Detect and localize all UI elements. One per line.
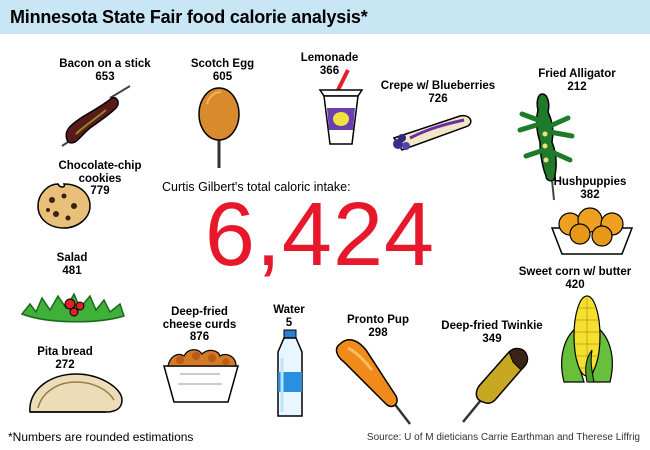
fried-alligator-icon	[517, 93, 575, 201]
lemonade-cup-icon	[318, 69, 364, 145]
food-calories: 779	[90, 185, 110, 197]
intake-label: Curtis Gilbert's total caloric intake:	[162, 180, 351, 194]
food-calories: 420	[565, 278, 585, 291]
food-calories: 298	[368, 326, 388, 339]
pronto-pup-icon	[335, 339, 411, 425]
food-name: Fried Alligator	[538, 68, 616, 80]
food-label-twinkie: Deep-fried Twinkie 349	[432, 320, 552, 345]
footnote: *Numbers are rounded estimations	[8, 430, 194, 444]
water-bottle-icon	[277, 329, 303, 417]
food-name: Lemonade	[300, 52, 359, 64]
food-name: Bacon on a stick	[59, 58, 151, 70]
bacon-on-stick-icon	[61, 85, 131, 147]
food-name: Water	[273, 304, 305, 316]
salad-icon	[20, 292, 125, 323]
food-calories: 382	[580, 188, 600, 201]
food-name: Sweet corn w/ butter	[518, 266, 632, 278]
food-name: Salad	[56, 252, 88, 264]
food-label-hushpuppies: Hushpuppies 382	[545, 176, 635, 201]
food-label-pronto-pup: Pronto Pup 298	[338, 314, 418, 339]
food-label-scotch-egg: Scotch Egg 605	[180, 58, 265, 83]
crepe-icon	[392, 114, 472, 151]
food-label-pita: Pita bread 272	[25, 346, 105, 371]
pita-bread-icon	[29, 373, 123, 413]
food-calories: 212	[567, 80, 587, 93]
cheese-curds-icon	[163, 349, 239, 403]
food-name: Deep-fried Twinkie	[441, 320, 543, 332]
food-name: Scotch Egg	[190, 58, 255, 70]
food-label-cheese-curds: Deep-fried cheese curds 876	[152, 306, 247, 344]
food-calories: 653	[95, 70, 115, 83]
food-label-cookies: Chocolate-chip cookies 779	[45, 160, 155, 198]
food-label-salad: Salad 481	[42, 252, 102, 277]
food-label-alligator: Fried Alligator 212	[522, 68, 632, 93]
food-calories: 605	[212, 70, 233, 83]
deep-fried-twinkie-icon	[462, 347, 529, 423]
food-calories: 349	[482, 332, 502, 345]
food-label-crepe: Crepe w/ Blueberries 726	[368, 80, 508, 105]
hushpuppies-icon	[550, 207, 634, 255]
food-calories: 481	[62, 264, 82, 277]
total-calories: 6,424	[204, 185, 436, 285]
food-label-water: Water 5	[264, 304, 314, 329]
food-calories: 876	[189, 331, 210, 343]
sweet-corn-icon	[561, 295, 613, 383]
food-name: Hushpuppies	[553, 176, 627, 188]
food-label-lemonade: Lemonade 366	[292, 52, 367, 77]
food-calories: 726	[428, 92, 448, 105]
scotch-egg-icon	[198, 87, 240, 168]
food-name: Chocolate-chip cookies	[58, 160, 142, 185]
food-name: Pronto Pup	[347, 314, 409, 326]
food-label-bacon: Bacon on a stick 653	[50, 58, 160, 83]
source-credit: Source: U of M dieticians Carrie Earthma…	[366, 432, 640, 443]
food-name: Pita bread	[37, 346, 93, 358]
food-name: Crepe w/ Blueberries	[380, 80, 496, 92]
food-calories: 5	[285, 316, 293, 329]
food-calories: 272	[55, 358, 75, 371]
food-name: Deep-fried cheese curds	[162, 306, 237, 331]
chocolate-chip-cookie-icon	[37, 183, 91, 229]
page-title: Minnesota State Fair food calorie analys…	[0, 0, 650, 34]
food-calories: 366	[319, 64, 340, 77]
food-label-sweet-corn: Sweet corn w/ butter 420	[505, 266, 645, 291]
